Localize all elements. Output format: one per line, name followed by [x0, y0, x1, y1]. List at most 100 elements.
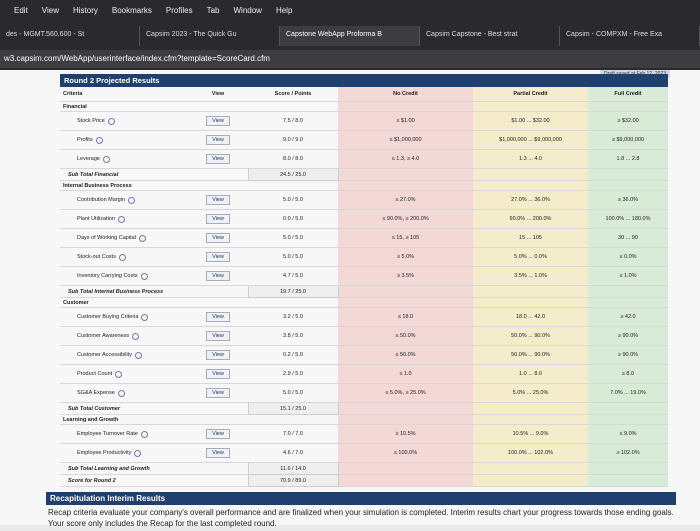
empty-cell — [338, 462, 473, 475]
cell: Customer Accessibility — [60, 345, 188, 365]
cell: ≤ $1.00 — [338, 111, 473, 131]
view-button[interactable]: View — [206, 271, 230, 281]
cell: 8.0 / 8.0 — [248, 149, 338, 169]
cell: 1.8 ... 2.8 — [588, 149, 668, 169]
no-credit: ≤ 50.0% — [395, 333, 416, 339]
criteria-label: Stock-out Costs — [63, 254, 126, 260]
criteria-label: Stock Price — [63, 118, 115, 124]
empty-cell — [588, 414, 668, 425]
empty-cell — [188, 180, 248, 191]
view-button[interactable]: View — [206, 312, 230, 322]
view-button[interactable]: View — [206, 388, 230, 398]
browser-tab[interactable]: des - MGMT.560.600 - St — [0, 26, 140, 46]
cell: 30 ... 90 — [588, 228, 668, 248]
cell: View — [188, 326, 248, 346]
score: 5.0 / 5.0 — [283, 390, 303, 396]
cell: ≥ 36.0% — [588, 190, 668, 210]
view-button[interactable]: View — [206, 429, 230, 439]
criteria-label: Employee Productivity — [63, 450, 141, 456]
cell: ≤ 100.0% — [338, 443, 473, 463]
empty-cell — [588, 180, 668, 191]
table-title: Round 2 Projected Results — [60, 74, 668, 87]
score: 4.7 / 5.0 — [283, 273, 303, 279]
cell: 5.0 / 5.0 — [248, 247, 338, 267]
empty-cell — [473, 462, 588, 475]
view-button[interactable]: View — [206, 233, 230, 243]
full: ≥ 8.0 — [621, 371, 635, 377]
cell: 5.0 / 5.0 — [248, 190, 338, 210]
menu-item[interactable]: Edit — [14, 6, 28, 15]
cell: View — [188, 228, 248, 248]
cell: Contribution Margin — [60, 190, 188, 210]
score: 3.2 / 5.0 — [283, 314, 303, 320]
empty-cell — [188, 297, 248, 308]
criteria-row: Customer Awareness View 3.8 / 5.0 ≤ 50.0% 50… — [60, 326, 668, 346]
full: ≥ 102.0% — [616, 450, 640, 456]
view-button[interactable]: View — [206, 350, 230, 360]
menu-item[interactable]: Help — [275, 6, 293, 15]
browser-tab[interactable]: Capsim - COMPXM - Free Exa — [560, 26, 700, 46]
cell: 5.0% ... 25.0% — [473, 383, 588, 403]
cell: View — [188, 190, 248, 210]
view-button[interactable]: View — [206, 214, 230, 224]
header-cell: View — [188, 87, 248, 102]
criteria-row: Contribution Margin View 5.0 / 5.0 ≤ 27.0% 2… — [60, 190, 668, 210]
cell: 0.2 / 5.0 — [248, 345, 338, 365]
browser-tab[interactable]: Capsim Capstone - Best strat — [420, 26, 560, 46]
url-bar[interactable]: w3.capsim.com/WebApp/userinterface/index… — [0, 50, 700, 68]
section-row: Internal Business Process — [60, 180, 668, 191]
cell: 27.0% ... 36.0% — [473, 190, 588, 210]
browser-tab[interactable]: Capstone WebApp Proforma B — [280, 26, 420, 46]
cell: ≥ 5.0% — [338, 247, 473, 267]
cell: 50.0% ... 90.0% — [473, 345, 588, 365]
menu-item[interactable]: Profiles — [165, 6, 193, 15]
subtotal-score: 70.9 / 89.0 — [247, 474, 339, 487]
menu-bar: Edit View History Bookmarks Profiles Tab Windo… — [14, 6, 292, 15]
view-button[interactable]: View — [206, 135, 230, 145]
cell: 5.0 / 5.0 — [248, 383, 338, 403]
menu-item[interactable]: History — [73, 6, 98, 15]
cell: Employee Turnover Rate — [60, 424, 188, 444]
cell: 100.0% ... 180.0% — [588, 209, 668, 229]
cell: Customer Awareness — [60, 326, 188, 346]
browser-tab[interactable]: Capsim 2023 - The Quick Gu — [140, 26, 280, 46]
criteria-label: Leverage — [63, 156, 110, 162]
section-label: Financial — [60, 101, 188, 112]
criteria-row: Inventory Carrying Costs View 4.7 / 5.0 ≥ 3… — [60, 266, 668, 286]
cell: View — [188, 149, 248, 169]
header-row: Criteria View Score / Points No Credit Parti… — [60, 87, 668, 102]
no-credit: ≥ 5.0% — [396, 254, 415, 260]
partial: 5.0% ... 25.0% — [512, 390, 549, 396]
view-button[interactable]: View — [206, 369, 230, 379]
score: 7.5 / 8.0 — [283, 118, 303, 124]
header-cell: Full Credit — [588, 87, 668, 102]
full: ≥ 42.0 — [620, 314, 636, 320]
view-button[interactable]: View — [206, 195, 230, 205]
menu-item[interactable]: Window — [233, 6, 262, 15]
cell: 100.0% ... 102.0% — [473, 443, 588, 463]
empty-cell — [248, 297, 338, 308]
cell: ≤ 1.0 — [338, 364, 473, 384]
cell: ≥ $32.00 — [588, 111, 668, 131]
no-credit: ≤ 50.0% — [395, 352, 416, 358]
menu-item[interactable]: Tab — [206, 6, 220, 15]
empty-cell — [473, 168, 588, 181]
no-credit: ≤ 5.0%, ≥ 25.0% — [385, 390, 426, 396]
full: 100.0% ... 180.0% — [605, 216, 651, 222]
view-button[interactable]: View — [206, 252, 230, 262]
header-cell: Score / Points — [248, 87, 338, 102]
view-button[interactable]: View — [206, 116, 230, 126]
section-label: Customer — [60, 297, 188, 308]
menu-item[interactable]: Bookmarks — [111, 6, 152, 15]
subtotal-label: Sub Total Financial — [60, 168, 188, 181]
view-button[interactable]: View — [206, 154, 230, 164]
view-button[interactable]: View — [206, 331, 230, 341]
cell: View — [188, 266, 248, 286]
partial: 5.0% ... 0.0% — [514, 254, 547, 260]
empty-cell — [188, 414, 248, 425]
view-button[interactable]: View — [206, 448, 230, 458]
menu-item[interactable]: View — [41, 6, 59, 15]
subtotal-row: Sub Total Learning and Growth 11.6 / 14.0 — [60, 462, 668, 475]
no-credit: ≤ 1.3, ≥ 4.0 — [391, 156, 420, 162]
